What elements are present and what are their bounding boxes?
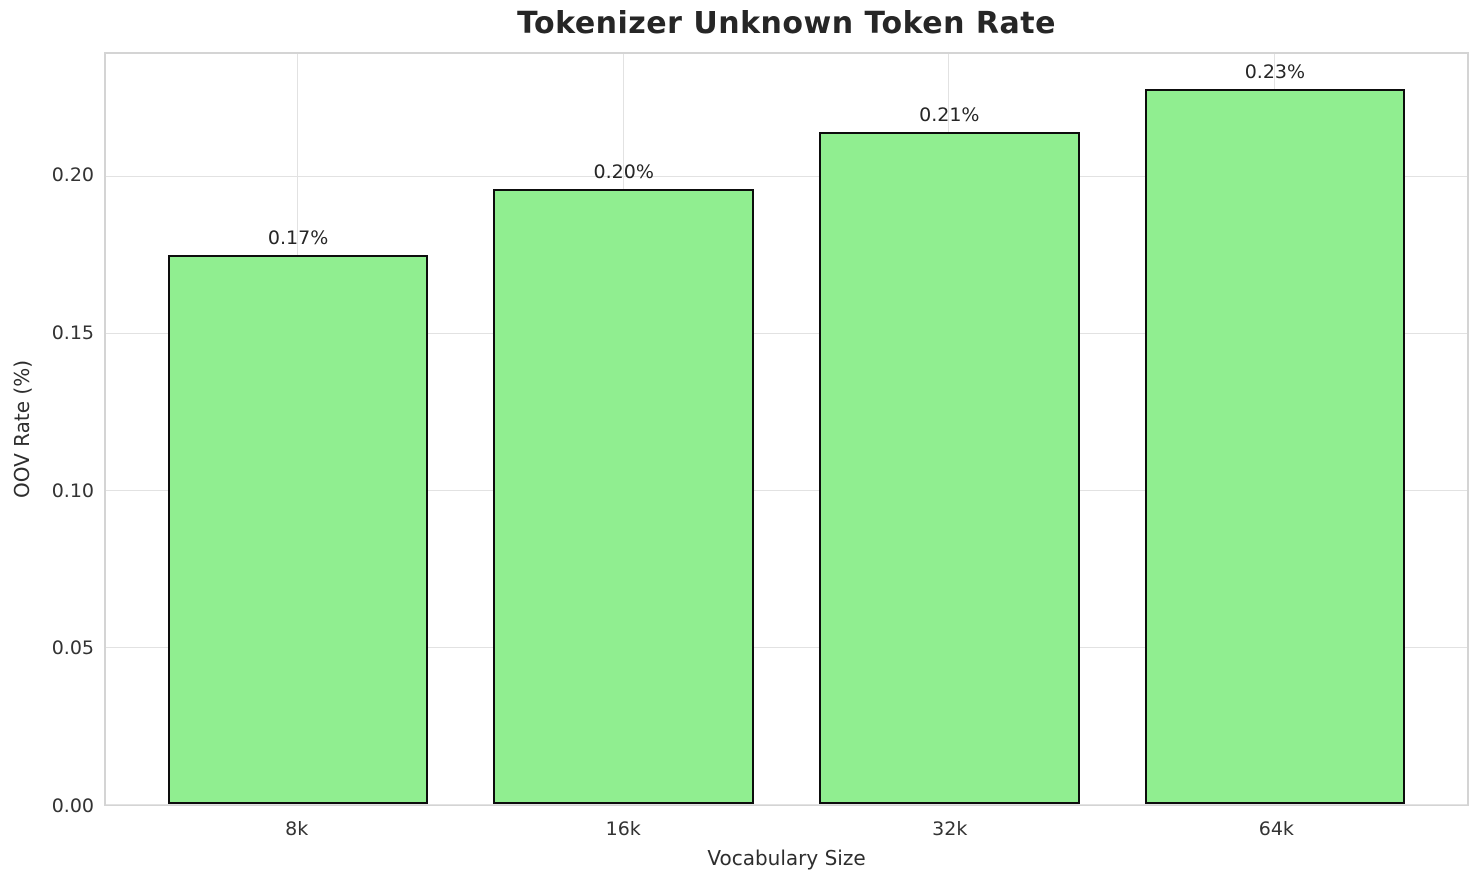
bar-16k: [493, 188, 754, 804]
x-tick-label: 32k: [932, 818, 968, 840]
gridline-horizontal: [106, 804, 1467, 805]
y-tick-label: 0.15: [51, 321, 94, 344]
x-tick-label: 8k: [285, 818, 309, 840]
bar-64k: [1144, 88, 1406, 804]
chart-title: Tokenizer Unknown Token Rate: [517, 6, 1056, 41]
bar-value-label: 0.21%: [919, 104, 980, 127]
bar-32k: [819, 132, 1080, 804]
bar-value-label: 0.20%: [593, 160, 654, 183]
x-tick-label: 64k: [1258, 818, 1294, 840]
x-tick-label: 16k: [605, 818, 641, 840]
y-tick-label: 0.10: [51, 479, 94, 502]
gridline-horizontal: [106, 176, 1467, 178]
bar-value-label: 0.17%: [267, 226, 329, 249]
x-axis-label: Vocabulary Size: [707, 846, 866, 870]
gridline-horizontal: [106, 333, 1467, 335]
bar-value-label: 0.23%: [1244, 60, 1306, 83]
bar-8k: [167, 254, 429, 804]
gridline-horizontal: [106, 647, 1467, 649]
gridline-horizontal: [106, 490, 1467, 492]
y-tick-label: 0.00: [51, 795, 94, 817]
y-tick-label: 0.05: [51, 637, 94, 660]
y-tick-label: 0.20: [51, 164, 94, 187]
plot-area: 0.17% 0.20% 0.21% 0.23%: [104, 52, 1469, 806]
y-axis-label: OOV Rate (%): [10, 360, 34, 498]
